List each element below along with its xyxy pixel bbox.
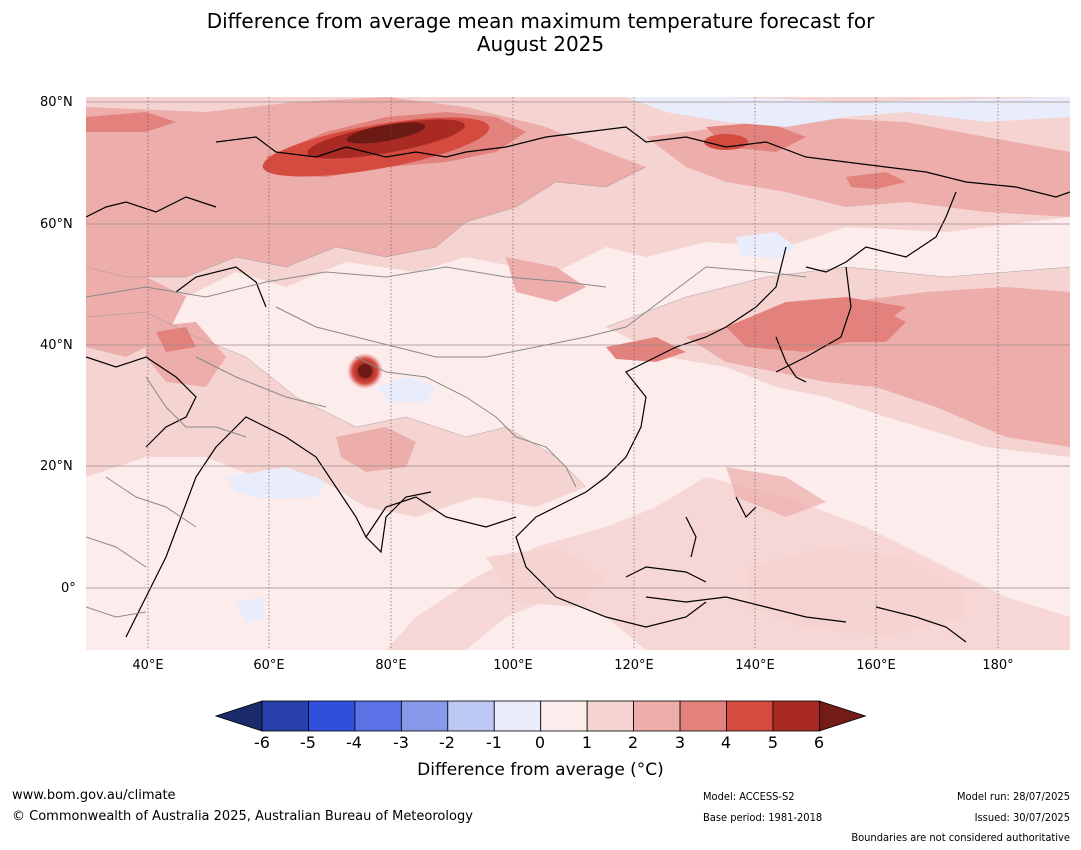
map-title-line2: August 2025 <box>476 32 605 56</box>
colorbar-tick: -5 <box>300 733 316 752</box>
colorbar-tick: 1 <box>581 733 593 752</box>
lat-label-20n: 20°N <box>40 459 73 474</box>
lon-label-40e: 40°E <box>132 658 164 673</box>
lon-label-140e: 140°E <box>735 658 775 673</box>
colorbar-swatch <box>493 700 542 732</box>
colorbar-swatch <box>308 700 356 732</box>
graticule-meridians <box>147 97 999 650</box>
colorbar-extend-low <box>215 700 263 732</box>
lon-label-180: 180° <box>982 658 1014 673</box>
lat-label-40n: 40°N <box>40 338 73 353</box>
lat-label-0: 0° <box>61 581 76 596</box>
colorbar-swatch <box>261 700 309 732</box>
colorbar-swatch <box>447 700 495 732</box>
colorbar-tick: 5 <box>767 733 779 752</box>
colorbar-swatch <box>772 700 820 732</box>
lon-label-80e: 80°E <box>375 658 407 673</box>
colorbar-tick: -4 <box>346 733 362 752</box>
colorbar-tick: 4 <box>720 733 732 752</box>
colorbar-tick: 3 <box>674 733 686 752</box>
colorbar-extend-high <box>819 700 867 732</box>
colorbar-swatch <box>400 700 449 732</box>
graticule-parallels <box>86 101 1070 589</box>
colorbar-tick: -2 <box>439 733 455 752</box>
footer-model: Model: ACCESS-S2 <box>703 790 795 803</box>
colorbar-swatch <box>540 700 588 732</box>
lat-label-80n: 80°N <box>40 95 73 110</box>
colorbar-tick: 0 <box>534 733 546 752</box>
footer-base-period: Base period: 1981-2018 <box>703 811 823 824</box>
lon-label-120e: 120°E <box>614 658 654 673</box>
colorbar-swatch <box>726 700 774 732</box>
footer-url: www.bom.gov.au/climate <box>12 788 176 803</box>
colorbar-tick: -3 <box>393 733 409 752</box>
colorbar <box>215 700 867 732</box>
contour-lines <box>86 166 1070 488</box>
colorbar-swatch <box>354 700 402 732</box>
colorbar-tick: -6 <box>254 733 270 752</box>
colorbar-swatch <box>586 700 634 732</box>
map-title-line1: Difference from average mean maximum tem… <box>206 9 875 33</box>
coastlines <box>86 126 1070 643</box>
footer-boundaries: Boundaries are not considered authoritat… <box>851 831 1070 844</box>
lon-label-60e: 60°E <box>253 658 285 673</box>
country-borders <box>86 266 807 618</box>
colorbar-tick: -1 <box>486 733 502 752</box>
colorbar-swatch <box>633 700 681 732</box>
colorbar-swatch <box>679 700 727 732</box>
footer-model-run: Model run: 28/07/2025 <box>957 790 1070 803</box>
lon-label-160e: 160°E <box>856 658 896 673</box>
anomaly-band-neg1-0 <box>226 97 1070 622</box>
lat-label-60n: 60°N <box>40 217 73 232</box>
footer-issued: Issued: 30/07/2025 <box>974 811 1070 824</box>
lon-label-100e: 100°E <box>493 658 533 673</box>
colorbar-tick: 6 <box>813 733 825 752</box>
colorbar-title: Difference from average (°C) <box>417 760 664 780</box>
temperature-anomaly-map <box>86 97 1070 650</box>
colorbar-tick: 2 <box>627 733 639 752</box>
footer-copyright: © Commonwealth of Australia 2025, Austra… <box>12 809 473 824</box>
